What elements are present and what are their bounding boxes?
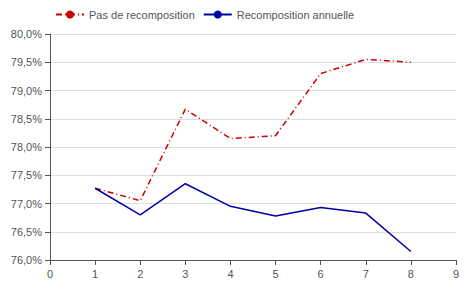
svg-text:5: 5: [272, 268, 278, 280]
svg-text:78,5%: 78,5%: [11, 113, 42, 125]
svg-text:2: 2: [137, 268, 143, 280]
svg-text:80,0%: 80,0%: [11, 28, 42, 40]
svg-text:8: 8: [408, 268, 414, 280]
svg-text:4: 4: [227, 268, 233, 280]
svg-text:1: 1: [92, 268, 98, 280]
svg-text:6: 6: [318, 268, 324, 280]
svg-text:77,0%: 77,0%: [11, 198, 42, 210]
svg-text:77,5%: 77,5%: [11, 169, 42, 181]
svg-text:79,5%: 79,5%: [11, 56, 42, 68]
svg-text:Pas de recomposition: Pas de recomposition: [89, 9, 195, 21]
svg-text:9: 9: [453, 268, 459, 280]
svg-text:3: 3: [182, 268, 188, 280]
svg-text:78,0%: 78,0%: [11, 141, 42, 153]
svg-text:Recomposition annuelle: Recomposition annuelle: [237, 9, 354, 21]
svg-text:76,5%: 76,5%: [11, 226, 42, 238]
svg-text:0: 0: [47, 268, 53, 280]
svg-text:76,0%: 76,0%: [11, 254, 42, 266]
svg-text:7: 7: [363, 268, 369, 280]
svg-text:79,0%: 79,0%: [11, 85, 42, 97]
